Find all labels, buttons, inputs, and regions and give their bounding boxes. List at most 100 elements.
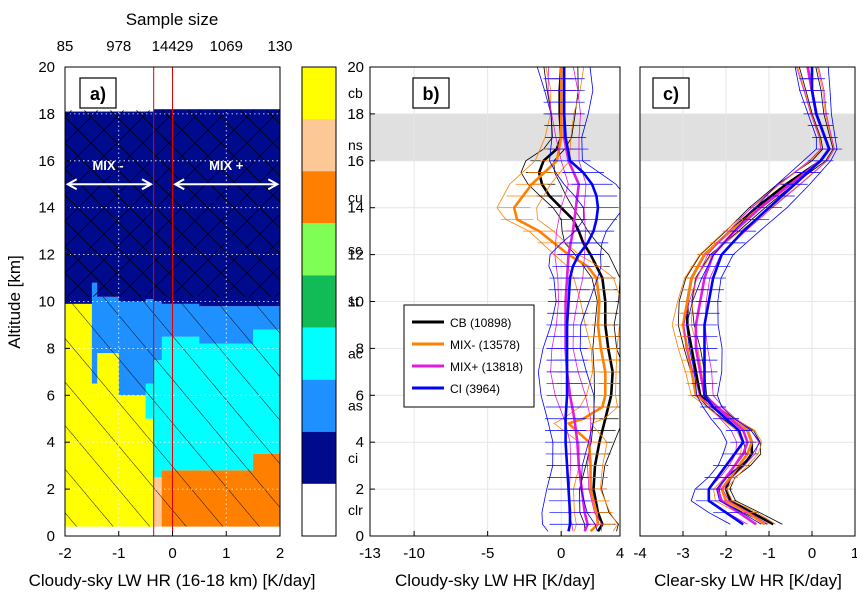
x-tick-label: -3 [676, 545, 689, 562]
colorbar-label-st: st [348, 294, 359, 310]
x-tick-label: 0 [168, 545, 176, 562]
x-tick-label: -4 [633, 545, 646, 562]
legend-entry: CI (3964) [450, 382, 500, 396]
colorbar-label-ac: ac [348, 346, 363, 362]
series-line [562, 67, 600, 532]
series-3 [536, 67, 620, 532]
y-tick-label: 0 [356, 528, 364, 545]
x-tick-label: -1 [112, 545, 125, 562]
colorbar-segment-st [302, 275, 336, 328]
arrow-head [65, 178, 78, 191]
y-tick-label: 14 [38, 200, 55, 217]
panel-b: -13 -10 -5 0 4 0 2 4 6 8 10 12 14 16 18 20 Cloudy-sky … [347, 59, 624, 590]
colorbar-segment-ns [302, 119, 336, 172]
x-tick-label: -10 [403, 545, 425, 562]
y-tick-label: 20 [347, 59, 364, 76]
panel-b-xlabel: Cloudy-sky LW HR [K/day] [395, 571, 595, 590]
y-tick-label: 18 [347, 106, 364, 123]
y-tick-label: 12 [38, 247, 55, 264]
arrow-head [141, 178, 154, 191]
sample-size-label: 1069 [210, 38, 243, 55]
y-tick-label: 2 [356, 481, 364, 498]
y-tick-label: 14 [347, 200, 364, 217]
colorbar-segment-clr [302, 483, 336, 536]
envelope-low [686, 67, 817, 525]
panel-a-label: a) [90, 84, 106, 104]
panel-c: -4 -3 -2 -1 0 1 Clear-sky LW HR [K/day] c) [633, 66, 857, 590]
colorbar-segment-ac [302, 327, 336, 380]
y-tick-label: 16 [38, 153, 55, 170]
x-tick-label: 0 [808, 545, 816, 562]
x-tick-label: -2 [719, 545, 732, 562]
x-tick-label: 0 [557, 545, 565, 562]
series-line [703, 67, 831, 526]
x-tick-label: -1 [762, 545, 775, 562]
x-tick-label: -2 [58, 545, 71, 562]
panel-a-label-box: a) [79, 77, 117, 109]
y-tick-label: 6 [47, 387, 55, 404]
panel-c-label: c) [663, 84, 679, 104]
x-tick-label: 1 [851, 545, 857, 562]
sample-size-label: 130 [267, 38, 292, 55]
x-tick-label: -5 [481, 545, 494, 562]
panel-c-frame [639, 66, 856, 537]
series-3 [686, 67, 843, 526]
x-tick-label: 2 [276, 545, 284, 562]
y-tick-label: 10 [38, 294, 55, 311]
envelope-high [536, 67, 620, 532]
y-tick-label: 4 [356, 434, 364, 451]
colorbar-label-clr: clr [348, 502, 363, 518]
arrow-head [267, 178, 280, 191]
panel-b-label: b) [423, 84, 440, 104]
colorbar-segment-cu [302, 171, 336, 224]
y-tick-label: 12 [347, 247, 364, 264]
envelope-high [716, 67, 838, 525]
y-tick-label: 20 [38, 59, 55, 76]
panel-a-xlabel: Cloudy-sky LW HR (16-18 km) [K/day] [29, 571, 316, 590]
y-tick-label: 4 [47, 434, 55, 451]
colorbar-frame [301, 66, 337, 537]
envelope-low [683, 67, 822, 525]
mix-arrows: MIX - MIX + [65, 158, 280, 191]
y-tick-label: 16 [347, 153, 364, 170]
envelope-high [553, 67, 620, 532]
y-tick-label: 8 [47, 340, 55, 357]
x-tick-label: 4 [616, 545, 624, 562]
mix-minus-label: MIX - [92, 158, 123, 173]
legend: CB (10898) MIX- (13578) MIX+ (13818) CI (39… [403, 304, 535, 408]
arrow-head [173, 178, 185, 191]
colorbar-segment-sc [302, 223, 336, 276]
panel-c-label-box: c) [652, 77, 690, 109]
top-axis-title: Sample size [126, 10, 219, 29]
legend-entry: MIX- (13578) [450, 338, 520, 352]
y-tick-label: 2 [47, 481, 55, 498]
sample-size-label: 85 [57, 38, 74, 55]
legend-entry: CB (10898) [450, 316, 511, 330]
x-tick-label: 1 [222, 545, 230, 562]
y-tick-label: 6 [356, 387, 364, 404]
colorbar-segment-cb [302, 67, 336, 120]
colorbar-segment-as [302, 379, 336, 432]
series-line [512, 67, 607, 533]
envelope-low [536, 67, 585, 532]
colorbar-segment-ci [302, 431, 336, 484]
sample-size-label: 978 [106, 38, 131, 55]
x-tick-label: -13 [359, 545, 381, 562]
class-colorbar: cb ns cu sc st ac as ci clr [301, 66, 363, 537]
colorbar-label-cb: cb [348, 85, 363, 101]
colorbar-label-as: as [348, 398, 363, 414]
y-tick-label: 0 [47, 528, 55, 545]
panel-c-xlabel: Clear-sky LW HR [K/day] [654, 571, 842, 590]
y-tick-label: 8 [356, 340, 364, 357]
colorbar-label-cu: cu [348, 189, 363, 205]
y-tick-label: 18 [38, 106, 55, 123]
y-tick-label: 10 [347, 294, 364, 311]
panel-b-label-box: b) [412, 77, 450, 109]
envelope-high [579, 67, 620, 532]
mix-plus-label: MIX + [209, 158, 244, 173]
legend-entry: MIX+ (13818) [450, 360, 523, 374]
colorbar-label-ci: ci [348, 450, 358, 466]
y-axis-label: Altitude [km] [5, 255, 24, 349]
